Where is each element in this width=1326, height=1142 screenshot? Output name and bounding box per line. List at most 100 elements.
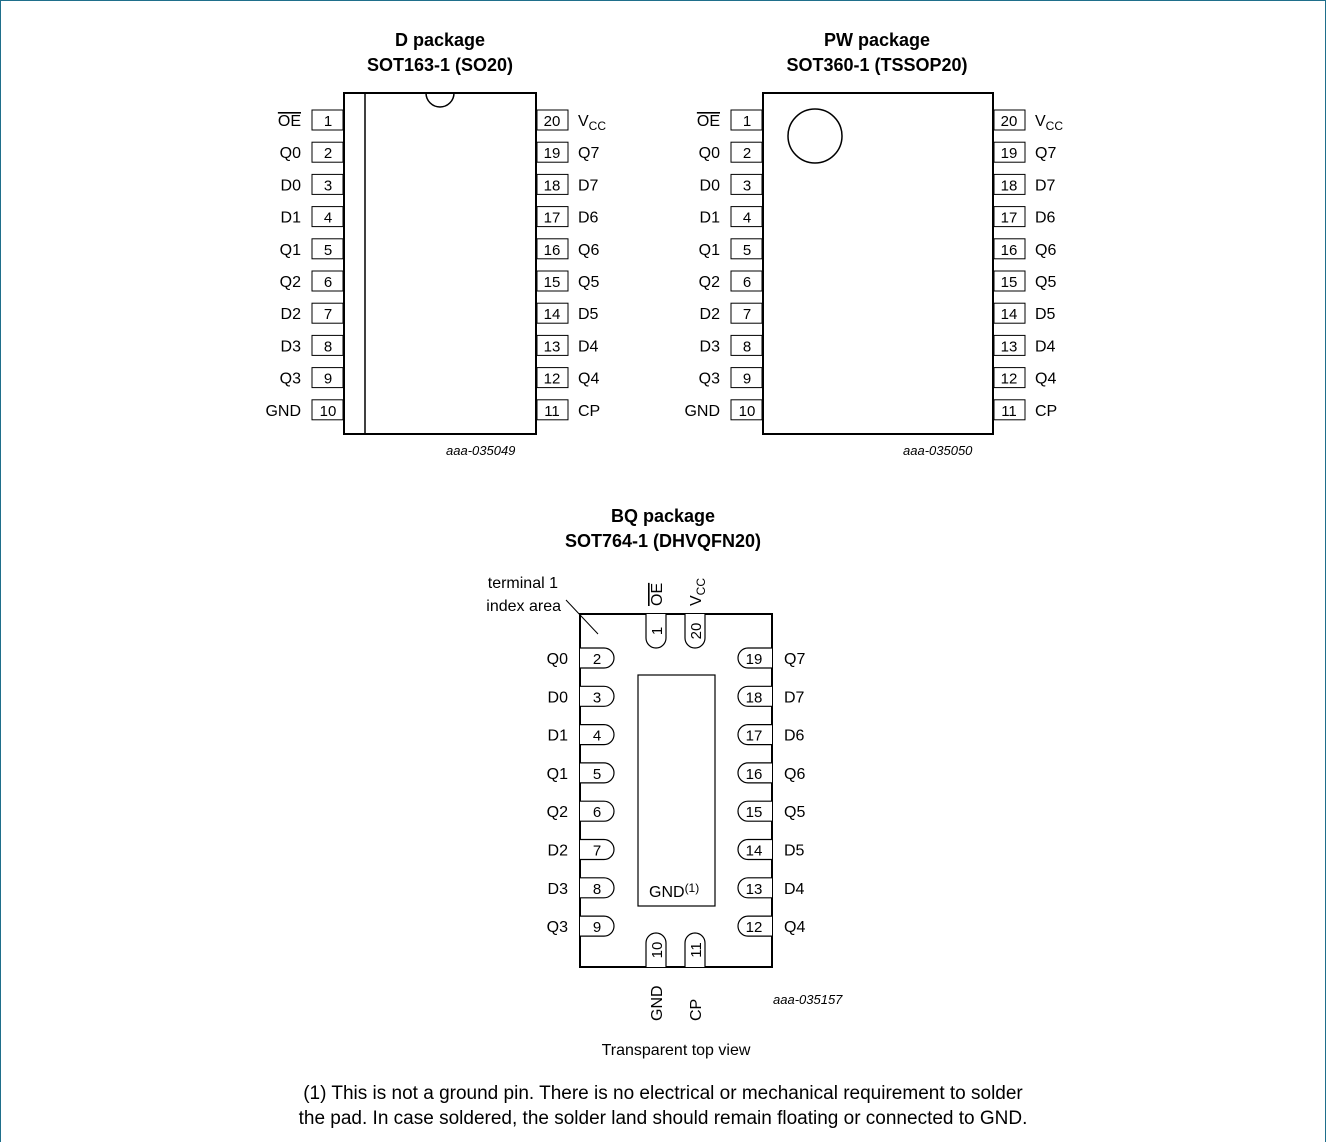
d-pin-20-number: 20 <box>544 113 561 130</box>
pw-pin-20-number: 20 <box>1001 113 1018 130</box>
pw-pin-8-label: D3 <box>700 338 721 355</box>
bq-pin-16-number: 16 <box>746 766 763 783</box>
bq-pin-15-number: 15 <box>746 804 763 821</box>
d-pin-10-number: 10 <box>320 403 337 420</box>
d-pin-9-label: Q3 <box>280 371 301 388</box>
pw-pin-3-box <box>730 173 763 195</box>
bq-pin-17-number: 17 <box>746 728 763 745</box>
d-pin-12-label: Q4 <box>578 371 599 388</box>
pw-pin-16-box <box>993 238 1026 260</box>
bq-pin-18-pad <box>737 685 772 707</box>
pw-pin-11-box <box>993 399 1026 421</box>
bq-pin-10-pad <box>645 932 667 967</box>
bq-pin-18-label: D7 <box>784 689 805 706</box>
d-pin-8-label: D3 <box>281 338 302 355</box>
bq-pin-17-label: D6 <box>784 728 805 745</box>
d-pin-20-label: VCC <box>578 113 606 133</box>
d-pin-18-label: D7 <box>578 177 599 194</box>
d-pin-5-box <box>311 238 344 260</box>
d-package: D package SOT163-1 (SO20) 1 OE 2 Q0 3 D0 4 D1 5 Q… <box>265 30 606 458</box>
bq-pin-16-pad <box>737 762 772 784</box>
pw-pin-11-number: 11 <box>1001 403 1017 420</box>
pw-pin-2-label: Q0 <box>699 145 720 162</box>
index-area-label-line1: terminal 1 <box>488 575 558 592</box>
bq-pin-6-number: 6 <box>593 804 601 821</box>
pw-pin-3-label: D0 <box>700 177 721 194</box>
bq-pin-15-pad <box>737 800 772 822</box>
bq-pin-20-pad <box>684 614 706 649</box>
d-pin-4-box <box>311 206 344 228</box>
d-pin-15-number: 15 <box>544 274 561 291</box>
bq-pin-12-pad <box>737 915 772 937</box>
d-pin-4-label: D1 <box>281 210 302 227</box>
bq-pin-7-label: D2 <box>548 843 569 860</box>
bq-pin-3-number: 3 <box>593 689 601 706</box>
bq-pin-3-pad <box>580 685 615 707</box>
pw-pin-12-box <box>993 367 1026 389</box>
d-pin-14-label: D5 <box>578 306 599 323</box>
bq-pin-19-number: 19 <box>746 651 763 668</box>
bq-pin-8-pad <box>580 877 615 899</box>
pw-pin-17-label: D6 <box>1035 210 1056 227</box>
pw-package-code: aaa-035050 <box>903 443 973 458</box>
pw-pin-4-label: D1 <box>700 210 721 227</box>
d-pin-12-number: 12 <box>544 371 561 388</box>
pw-pin-5-number: 5 <box>743 242 751 259</box>
bq-pin-5-label: Q1 <box>547 766 568 783</box>
index-area-leader <box>565 599 599 635</box>
d-pin-16-box <box>536 238 569 260</box>
pw-pin-7-number: 7 <box>743 306 751 323</box>
pw-pin-20-box <box>993 109 1026 131</box>
pw-pin-2-box <box>730 141 763 163</box>
bq-pin-7-number: 7 <box>593 843 601 860</box>
pw-pin-5-box <box>730 238 763 260</box>
d-pin-13-number: 13 <box>544 338 561 355</box>
pw-pin-20-label: VCC <box>1035 113 1063 133</box>
pin1-marker-dot <box>787 108 843 164</box>
bq-pin-4-number: 4 <box>593 728 601 745</box>
d-pin-14-number: 14 <box>544 306 561 323</box>
bq-pin-4-pad <box>580 724 615 746</box>
d-pin-14-box <box>536 302 569 324</box>
footnote: (1) This is not a ground pin. There is n… <box>0 1081 1326 1131</box>
d-pin-18-box <box>536 173 569 195</box>
bq-package-title: BQ package <box>611 506 715 526</box>
bq-package-subtitle: SOT764-1 (DHVQFN20) <box>565 531 761 551</box>
pw-pin-13-box <box>993 334 1026 356</box>
footnote-line2: the pad. In case soldered, the solder la… <box>298 1108 1028 1129</box>
bq-pin-6-label: Q2 <box>547 804 568 821</box>
pw-pin-9-label: Q3 <box>699 371 720 388</box>
d-pin-11-box <box>536 399 569 421</box>
d-pin-17-number: 17 <box>544 210 561 227</box>
pw-pin-13-label: D4 <box>1035 338 1056 355</box>
pw-pin-4-number: 4 <box>743 210 751 227</box>
pw-pin-8-number: 8 <box>743 338 751 355</box>
pw-pin-10-box <box>730 399 763 421</box>
bq-pin-7-pad <box>580 838 615 861</box>
pw-pin-5-label: Q1 <box>699 242 720 259</box>
view-caption: Transparent top view <box>602 1042 751 1059</box>
pw-pin-19-number: 19 <box>1001 145 1018 162</box>
d-pin-5-label: Q1 <box>280 242 301 259</box>
pw-pin-6-box <box>730 270 763 292</box>
d-pin-2-box <box>311 141 344 163</box>
pw-pin-1-box <box>730 109 763 131</box>
d-pin-3-box <box>311 173 344 195</box>
d-pin-10-label: GND <box>265 403 301 420</box>
d-pin-10-box <box>311 399 344 421</box>
d-pin-16-number: 16 <box>544 242 561 259</box>
pw-pin-11-label: CP <box>1035 403 1057 420</box>
pw-pin-18-label: D7 <box>1035 177 1056 194</box>
pw-pin-12-number: 12 <box>1001 371 1018 388</box>
bq-pin-17-pad <box>737 724 772 746</box>
bq-pin-9-pad <box>580 915 615 937</box>
d-pin-19-number: 19 <box>544 145 561 162</box>
bq-pin-19-label: Q7 <box>784 651 805 668</box>
bq-pin-5-pad <box>580 762 615 784</box>
d-pin-6-box <box>311 270 344 292</box>
bq-package-pins: 2 Q0 3 D0 4 D1 5 Q1 6 Q2 7 D2 8 D3 9 Q3 19 Q7 18 D7 17 D6 16 Q6… <box>547 578 806 1021</box>
pw-pin-6-number: 6 <box>743 274 751 291</box>
pw-package-subtitle: SOT360-1 (TSSOP20) <box>786 55 967 75</box>
bq-package: BQ package SOT764-1 (DHVQFN20) terminal … <box>486 506 843 1059</box>
